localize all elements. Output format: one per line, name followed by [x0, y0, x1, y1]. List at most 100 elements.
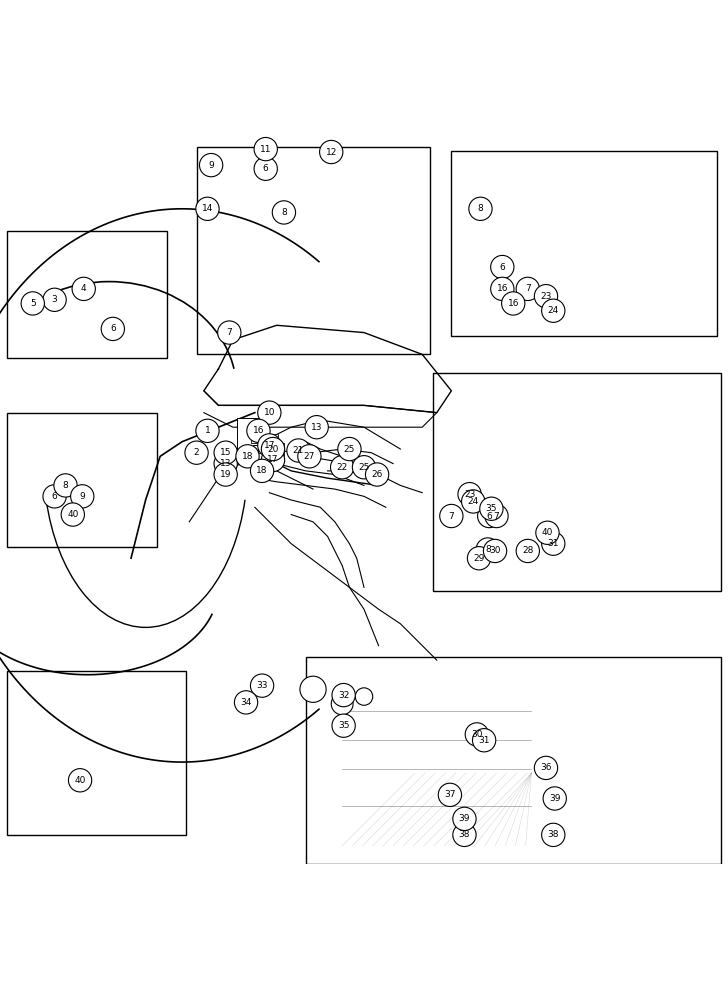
Circle shape: [491, 255, 514, 279]
Text: 26: 26: [371, 470, 383, 479]
Text: 35: 35: [486, 504, 497, 513]
Text: 36: 36: [540, 763, 552, 772]
Circle shape: [331, 693, 353, 715]
Bar: [253, 445, 269, 472]
Text: 38: 38: [547, 830, 559, 839]
Text: 8: 8: [63, 481, 68, 490]
Text: 29: 29: [473, 554, 485, 563]
Circle shape: [440, 504, 463, 528]
Circle shape: [478, 504, 501, 528]
Circle shape: [453, 807, 476, 831]
Circle shape: [534, 285, 558, 308]
Text: 16: 16: [496, 284, 508, 293]
Text: 20: 20: [267, 445, 279, 454]
Text: 17: 17: [267, 455, 279, 464]
Text: 11: 11: [260, 145, 272, 154]
Text: 6: 6: [486, 512, 492, 521]
Circle shape: [261, 448, 285, 472]
Text: 35: 35: [338, 721, 349, 730]
Text: 39: 39: [549, 794, 561, 803]
Circle shape: [534, 756, 558, 780]
Circle shape: [332, 714, 355, 737]
Text: 1: 1: [205, 426, 210, 435]
Circle shape: [43, 485, 66, 508]
Text: 13: 13: [220, 459, 232, 468]
Text: 2: 2: [194, 448, 199, 457]
Text: 8: 8: [478, 204, 483, 213]
Circle shape: [438, 783, 462, 806]
Text: 31: 31: [478, 736, 490, 745]
Circle shape: [68, 769, 92, 792]
Text: 40: 40: [67, 510, 79, 519]
Circle shape: [199, 153, 223, 177]
Text: 7: 7: [448, 512, 454, 521]
Text: 19: 19: [220, 470, 232, 479]
Text: 16: 16: [253, 426, 264, 435]
Bar: [277, 443, 284, 456]
Text: 15: 15: [220, 448, 232, 457]
Circle shape: [254, 157, 277, 180]
Circle shape: [542, 532, 565, 555]
Text: 7: 7: [525, 284, 531, 293]
Text: 30: 30: [489, 546, 501, 555]
Text: 24: 24: [467, 497, 479, 506]
Circle shape: [332, 683, 355, 707]
Circle shape: [72, 277, 95, 301]
Text: 6: 6: [263, 164, 269, 173]
Text: 18: 18: [256, 466, 268, 475]
Text: 27: 27: [304, 452, 315, 461]
Circle shape: [453, 823, 476, 847]
Text: 31: 31: [547, 539, 559, 548]
Text: 34: 34: [240, 698, 252, 707]
Circle shape: [61, 503, 84, 526]
Circle shape: [338, 437, 361, 461]
Circle shape: [483, 539, 507, 563]
Text: 17: 17: [264, 441, 275, 450]
Circle shape: [21, 292, 44, 315]
Text: 40: 40: [74, 776, 86, 785]
Text: 28: 28: [522, 546, 534, 555]
Circle shape: [214, 441, 237, 464]
Text: 5: 5: [30, 299, 36, 308]
Text: 13: 13: [311, 423, 323, 432]
Text: 14: 14: [202, 204, 213, 213]
Circle shape: [54, 474, 77, 497]
Text: 33: 33: [256, 681, 268, 690]
Circle shape: [214, 452, 237, 475]
Text: 3: 3: [52, 295, 58, 304]
Circle shape: [476, 538, 499, 561]
Circle shape: [71, 485, 94, 508]
Circle shape: [516, 277, 539, 301]
Circle shape: [542, 823, 565, 847]
Text: 16: 16: [507, 299, 519, 308]
Text: 39: 39: [459, 814, 470, 823]
Circle shape: [542, 299, 565, 322]
Text: 21: 21: [293, 446, 304, 455]
Circle shape: [352, 456, 376, 479]
Circle shape: [214, 463, 237, 486]
Circle shape: [250, 674, 274, 697]
Circle shape: [261, 437, 285, 461]
Circle shape: [218, 321, 241, 344]
Circle shape: [536, 521, 559, 544]
Circle shape: [502, 292, 525, 315]
Circle shape: [258, 434, 281, 457]
Text: 30: 30: [471, 730, 483, 739]
Circle shape: [254, 137, 277, 161]
Circle shape: [236, 445, 259, 468]
Circle shape: [462, 490, 485, 513]
Circle shape: [234, 691, 258, 714]
Circle shape: [43, 288, 66, 311]
Circle shape: [355, 688, 373, 705]
Circle shape: [365, 463, 389, 486]
Text: 9: 9: [79, 492, 85, 501]
Circle shape: [469, 197, 492, 220]
Circle shape: [272, 201, 296, 224]
Circle shape: [331, 456, 354, 479]
Circle shape: [298, 445, 321, 468]
Text: 22: 22: [336, 463, 348, 472]
Circle shape: [305, 416, 328, 439]
Text: 40: 40: [542, 528, 553, 537]
Circle shape: [300, 676, 326, 702]
Bar: [258, 438, 267, 453]
